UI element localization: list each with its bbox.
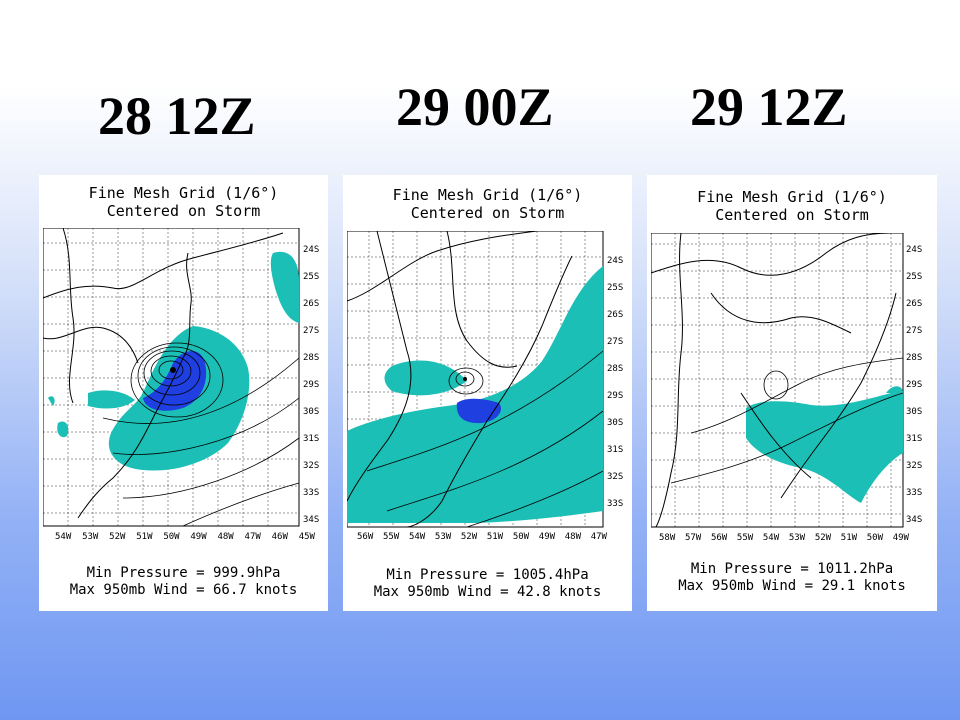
- lat-label: 30S: [906, 407, 923, 417]
- precip-area-blue: [143, 350, 207, 411]
- lon-label: 52W: [109, 532, 126, 542]
- isobars: [366, 350, 604, 528]
- lon-label: 51W: [486, 532, 504, 542]
- lat-label: 27S: [906, 326, 923, 336]
- lon-labels: 56W 55W 54W 53W 52W 51W 50W 49W 48W 47W: [357, 532, 607, 542]
- panel-title-line2: Centered on Storm: [106, 202, 261, 220]
- lon-label: 53W: [788, 533, 806, 543]
- min-pressure-text: Min Pressure = 999.9hPa: [86, 565, 281, 581]
- map-panel-2: Fine Mesh Grid (1/6°) Centered on Storm: [343, 175, 632, 611]
- lat-label: 25S: [303, 272, 320, 282]
- lon-label: 52W: [814, 533, 832, 543]
- lat-label: 32S: [906, 461, 923, 471]
- storm-center-marker: [170, 367, 176, 373]
- lon-label: 54W: [408, 532, 426, 542]
- coastline: [43, 228, 284, 519]
- lat-label: 34S: [906, 515, 923, 525]
- lat-label: 27S: [303, 326, 320, 336]
- precip-area-teal: [347, 266, 603, 523]
- weather-map-3: [651, 233, 904, 528]
- lat-label: 34S: [303, 515, 320, 525]
- lon-label: 52W: [460, 532, 478, 542]
- map-panel-1: Fine Mesh Grid (1/6°) Centered on Storm: [39, 175, 328, 611]
- min-pressure-text: Min Pressure = 1011.2hPa: [690, 561, 894, 577]
- lat-label: 26S: [906, 299, 923, 309]
- lat-label: 25S: [906, 272, 923, 282]
- panel-title-line1: Fine Mesh Grid (1/6°): [88, 184, 279, 202]
- lon-label: 54W: [55, 532, 72, 542]
- lat-label: 26S: [303, 299, 320, 309]
- panel-title-line1: Fine Mesh Grid (1/6°): [392, 186, 583, 204]
- storm-center-marker: [463, 377, 467, 381]
- max-wind-text: Max 950mb Wind = 29.1 knots: [678, 578, 906, 594]
- time-label-3: 29 12Z: [690, 77, 848, 137]
- lat-label: 24S: [906, 245, 923, 255]
- map-panel-3: Fine Mesh Grid (1/6°) Centered on Storm: [647, 175, 937, 611]
- lon-label: 49W: [538, 532, 556, 542]
- time-label-1: 28 12Z: [98, 86, 256, 146]
- lat-label: 29S: [906, 380, 923, 390]
- lon-label: 48W: [564, 532, 582, 542]
- lat-label: 31S: [607, 445, 624, 455]
- lat-labels: 24S 25S 26S 27S 28S 29S 30S 31S 32S 33S: [607, 248, 632, 518]
- panel-title-line1: Fine Mesh Grid (1/6°): [697, 188, 887, 206]
- coastline: [651, 233, 897, 528]
- lon-label: 56W: [710, 533, 728, 543]
- lon-label: 50W: [866, 533, 884, 543]
- lon-label: 51W: [136, 532, 153, 542]
- max-wind-text: Max 950mb Wind = 66.7 knots: [69, 582, 298, 598]
- lat-label: 29S: [607, 391, 624, 401]
- lat-label: 24S: [303, 245, 320, 255]
- lon-label: 55W: [382, 532, 400, 542]
- lon-labels: 58W 57W 56W 55W 54W 53W 52W 51W 50W 49W: [659, 533, 909, 543]
- lat-label: 31S: [303, 434, 320, 444]
- panel-title-line2: Centered on Storm: [715, 206, 869, 224]
- lon-label: 50W: [163, 532, 180, 542]
- lon-labels: 54W 53W 52W 51W 50W 49W 48W 47W 46W 45W: [55, 532, 315, 542]
- lon-label: 47W: [244, 532, 261, 542]
- lat-label: 29S: [303, 380, 320, 390]
- lat-label: 27S: [607, 337, 624, 347]
- lon-label: 51W: [840, 533, 858, 543]
- lat-label: 32S: [607, 472, 624, 482]
- lon-label: 54W: [762, 533, 780, 543]
- lon-label: 48W: [217, 532, 234, 542]
- lat-label: 28S: [906, 353, 923, 363]
- max-wind-text: Max 950mb Wind = 42.8 knots: [373, 584, 602, 600]
- lat-label: 28S: [303, 353, 320, 363]
- lon-label: 53W: [434, 532, 452, 542]
- lat-label: 33S: [303, 488, 320, 498]
- lat-label: 24S: [607, 256, 624, 266]
- lon-label: 45W: [298, 532, 315, 542]
- lon-label: 55W: [736, 533, 754, 543]
- weather-map-1: [43, 228, 300, 527]
- lon-label: 56W: [357, 532, 374, 542]
- lat-labels: 24S 25S 26S 27S 28S 29S 30S 31S 32S 33S …: [303, 237, 328, 534]
- lon-label: 57W: [684, 533, 702, 543]
- lon-label: 49W: [190, 532, 207, 542]
- lat-label: 33S: [607, 499, 624, 509]
- panel-title-line2: Centered on Storm: [410, 204, 565, 222]
- lon-label: 46W: [271, 532, 288, 542]
- coastline: [347, 231, 573, 528]
- lat-label: 30S: [607, 418, 624, 428]
- isobars: [670, 357, 904, 484]
- weather-map-2: [347, 231, 604, 528]
- lon-label: 49W: [892, 533, 909, 543]
- time-label-2: 29 00Z: [396, 77, 554, 137]
- precip-area-teal: [746, 391, 903, 503]
- lat-label: 32S: [303, 461, 320, 471]
- lat-label: 31S: [906, 434, 923, 444]
- lon-label: 47W: [590, 532, 607, 542]
- lon-label: 50W: [512, 532, 530, 542]
- lat-label: 28S: [607, 364, 624, 374]
- lat-label: 30S: [303, 407, 320, 417]
- lat-labels: 24S 25S 26S 27S 28S 29S 30S 31S 32S 33S …: [906, 237, 934, 534]
- lat-label: 26S: [607, 310, 624, 320]
- lat-label: 25S: [607, 283, 624, 293]
- lat-label: 33S: [906, 488, 923, 498]
- lon-label: 58W: [659, 533, 676, 543]
- lon-label: 53W: [82, 532, 99, 542]
- min-pressure-text: Min Pressure = 1005.4hPa: [386, 567, 589, 583]
